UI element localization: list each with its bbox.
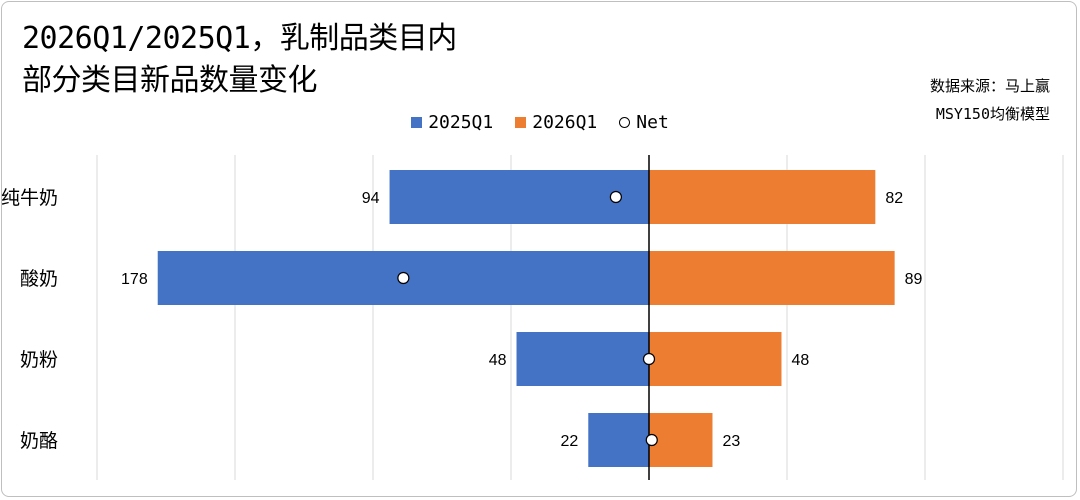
data-label-2026: 23 xyxy=(722,433,740,450)
data-label-2026: 89 xyxy=(905,271,923,288)
bar-2026 xyxy=(649,170,876,224)
bar-2026 xyxy=(649,332,782,386)
category-label: 奶粉 xyxy=(20,349,58,371)
net-marker xyxy=(397,271,410,285)
net-marker xyxy=(642,352,656,366)
data-label-2025: 48 xyxy=(489,352,507,369)
legend-item-net: Net xyxy=(619,112,669,133)
legend-label-net: Net xyxy=(636,112,669,133)
legend-label-2025: 2025Q1 xyxy=(428,112,494,133)
data-label-2026: 82 xyxy=(885,190,903,207)
net-marker xyxy=(609,190,622,204)
source-line-1: 数据来源：马上赢 xyxy=(929,77,1050,95)
title-line-2: 部分类目新品数量变化 xyxy=(22,63,317,98)
legend-marker-net xyxy=(619,117,631,128)
legend-item-2026: 2026Q1 xyxy=(515,112,597,133)
legend-item-2025: 2025Q1 xyxy=(411,112,493,133)
legend-label-2026: 2026Q1 xyxy=(532,112,598,133)
legend-swatch-2026 xyxy=(515,117,527,128)
chart-title: 2026Q1/2025Q1，乳制品类目内 部分类目新品数量变化 xyxy=(22,18,457,102)
title-line-1: 2026Q1/2025Q1，乳制品类目内 xyxy=(22,21,457,56)
net-marker xyxy=(645,433,658,447)
legend: 2025Q1 2026Q1 Net xyxy=(0,112,1080,133)
bar-2026 xyxy=(649,251,895,305)
bar-2025 xyxy=(516,332,649,386)
bar-2025 xyxy=(389,170,649,224)
legend-swatch-2025 xyxy=(411,117,423,128)
source-note: 数据来源：马上赢 MSY150均衡模型 xyxy=(930,72,1050,128)
bar-2026 xyxy=(649,413,713,467)
data-label-2025: 22 xyxy=(560,433,578,450)
source-line-2: MSY150均衡模型 xyxy=(935,105,1050,123)
data-label-2025: 178 xyxy=(121,271,148,288)
data-label-2025: 94 xyxy=(362,190,380,207)
data-label-2026: 48 xyxy=(791,352,809,369)
category-label: 纯牛奶 xyxy=(1,187,58,209)
category-label: 酸奶 xyxy=(20,268,58,290)
category-label: 奶酪 xyxy=(20,430,58,452)
bar-2025 xyxy=(588,413,649,467)
